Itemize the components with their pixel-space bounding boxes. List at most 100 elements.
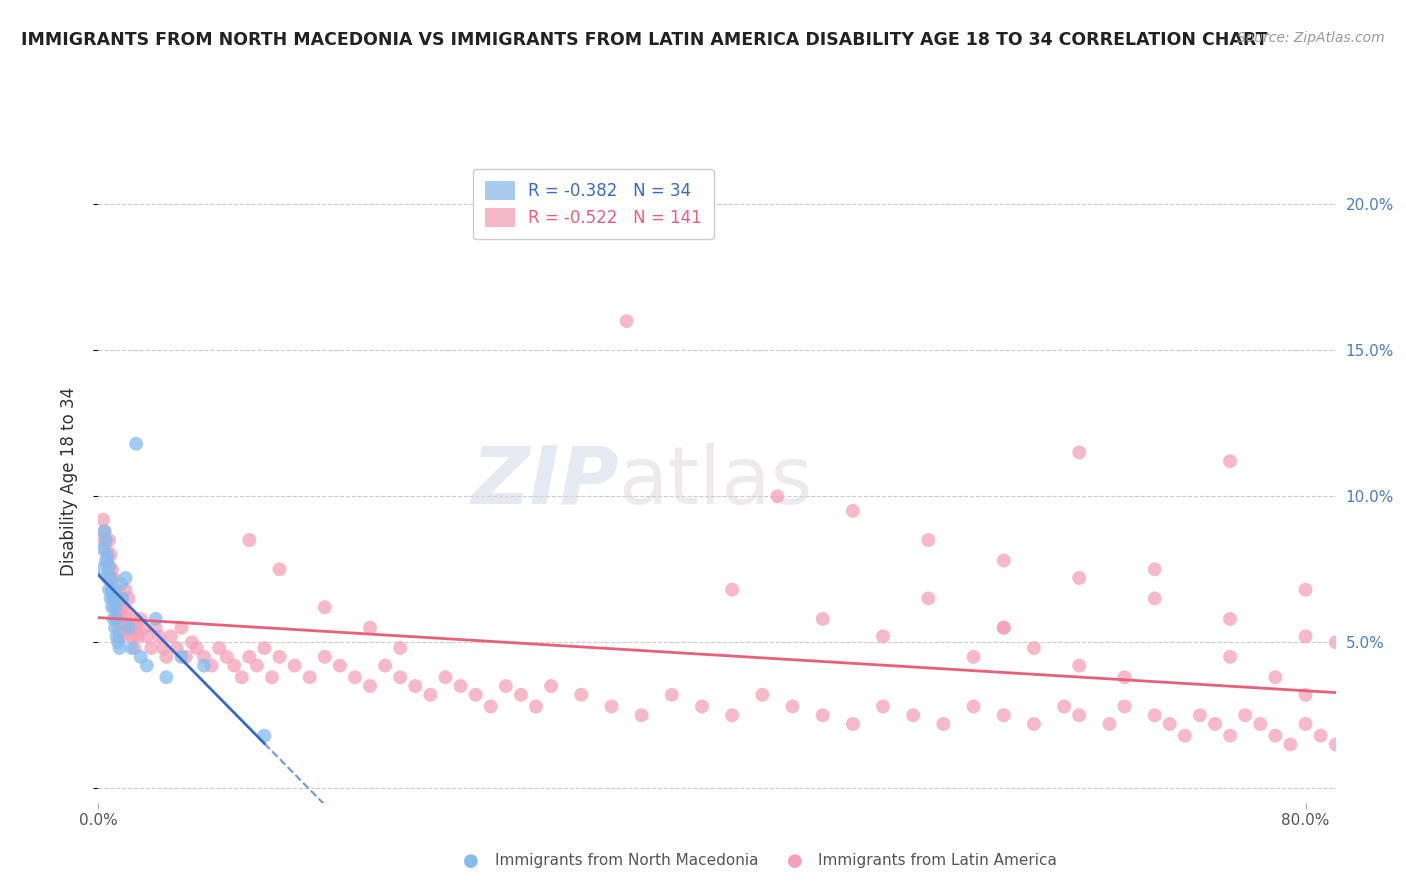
Point [1295,629,1317,643]
Point [101,600,124,615]
Point [103,591,125,606]
Point [114,571,136,585]
Point [1069,571,1091,585]
Point [661,688,683,702]
Point [100,591,122,606]
Point [104,600,127,615]
Point [782,699,804,714]
Point [103,612,125,626]
Point [962,649,984,664]
Point [193,649,215,664]
Point [114,582,136,597]
Point [389,641,412,656]
Point [569,688,592,702]
Point [359,679,381,693]
Point [1053,699,1076,714]
Point [117,621,139,635]
Point [962,699,984,714]
Point [135,658,157,673]
Point [93,524,115,539]
Point [110,577,132,591]
Point [174,649,197,664]
Point [125,621,148,635]
Point [170,621,193,635]
Point [917,591,939,606]
Point [94,541,117,556]
Point [246,658,269,673]
Point [170,649,193,664]
Point [479,699,502,714]
Point [842,717,865,731]
Point [1385,746,1406,760]
Point [374,658,396,673]
Point [141,641,163,656]
Point [993,708,1015,723]
Point [1400,729,1406,743]
Point [343,670,366,684]
Point [238,533,260,547]
Y-axis label: Disability Age 18 to 34: Disability Age 18 to 34 [59,387,77,576]
Point [181,635,204,649]
Point [540,679,562,693]
Point [434,670,457,684]
Point [721,582,744,597]
Point [766,489,789,503]
Point [93,524,115,539]
Point [616,314,638,328]
Point [1143,708,1166,723]
Point [238,649,260,664]
Point [1114,670,1136,684]
Point [600,699,623,714]
Point [105,612,128,626]
Legend: R = -0.382   N = 34, R = -0.522   N = 141: R = -0.382 N = 34, R = -0.522 N = 141 [474,169,713,239]
Point [1324,738,1347,752]
Point [1249,717,1271,731]
Point [129,649,152,664]
Point [1279,738,1302,752]
Text: atlas: atlas [619,442,813,521]
Point [811,708,834,723]
Point [1219,649,1241,664]
Point [1069,445,1091,459]
Point [872,629,894,643]
Point [872,699,894,714]
Point [101,582,124,597]
Point [329,658,352,673]
Point [111,591,134,606]
Point [1219,612,1241,626]
Point [110,591,132,606]
Point [124,641,146,656]
Point [1234,708,1257,723]
Point [98,533,121,547]
Point [1295,717,1317,731]
Point [101,582,124,597]
Point [1219,454,1241,468]
Text: IMMIGRANTS FROM NORTH MACEDONIA VS IMMIGRANTS FROM LATIN AMERICA DISABILITY AGE : IMMIGRANTS FROM NORTH MACEDONIA VS IMMIG… [21,31,1268,49]
Point [96,571,118,585]
Point [105,591,128,606]
Point [224,658,246,673]
Point [1098,717,1121,731]
Point [166,641,188,656]
Text: Source: ZipAtlas.com: Source: ZipAtlas.com [1237,31,1385,45]
Point [186,641,208,656]
Point [359,621,381,635]
Point [160,629,183,643]
Point [148,629,170,643]
Point [231,670,253,684]
Point [129,612,152,626]
Point [1369,649,1392,664]
Point [155,670,177,684]
Point [208,641,231,656]
Point [105,612,128,626]
Point [96,553,118,567]
Point [1295,688,1317,702]
Point [903,708,925,723]
Point [917,533,939,547]
Point [103,591,125,606]
Point [1174,729,1197,743]
Point [105,629,128,643]
Point [1309,729,1331,743]
Point [1204,717,1226,731]
Point [260,670,283,684]
